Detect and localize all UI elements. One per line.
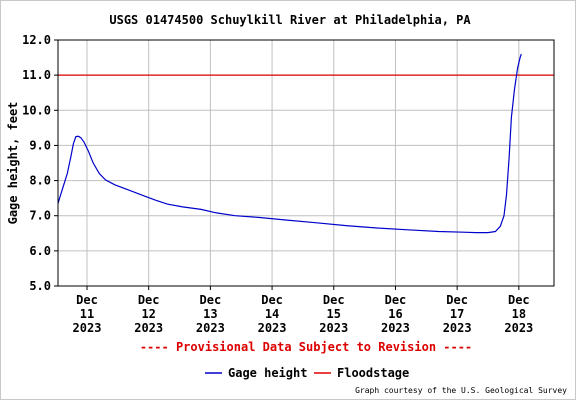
x-tick-label-0-1: 11 — [80, 307, 94, 321]
provisional-notice: ---- Provisional Data Subject to Revisio… — [140, 340, 472, 354]
x-tick-label-1-1: 12 — [141, 307, 155, 321]
x-tick-label-3-0: Dec — [261, 293, 283, 307]
y-axis-ticks: 5.0 6.0 7.0 8.0 9.0 10.0 11.0 12.0 — [22, 33, 58, 293]
x-tick-label-1-0: Dec — [138, 293, 160, 307]
x-tick-label-4-2: 2023 — [319, 321, 348, 335]
x-tick-label-3-1: 14 — [265, 307, 279, 321]
x-tick-label-4-0: Dec — [323, 293, 345, 307]
x-tick-label-5-1: 16 — [388, 307, 402, 321]
x-tick-label-7-2: 2023 — [504, 321, 533, 335]
grid-lines — [58, 39, 554, 287]
x-tick-label-1-2: 2023 — [134, 321, 163, 335]
x-tick-label-7-1: 18 — [512, 307, 526, 321]
x-tick-label-0-2: 2023 — [73, 321, 102, 335]
x-tick-label-0-0: Dec — [76, 293, 98, 307]
y-tick-label-6: 11.0 — [22, 68, 51, 82]
x-tick-label-2-2: 2023 — [196, 321, 225, 335]
legend-label-floodstage: Floodstage — [337, 366, 409, 380]
x-tick-label-2-1: 13 — [203, 307, 217, 321]
x-tick-label-6-2: 2023 — [443, 321, 472, 335]
y-tick-label-5: 10.0 — [22, 103, 51, 117]
legend: Gage height Floodstage — [205, 366, 409, 380]
series-group — [57, 53, 522, 234]
x-tick-label-6-1: 17 — [450, 307, 464, 321]
y-tick-label-1: 6.0 — [29, 244, 51, 258]
x-axis-ticks: Dec112023Dec122023Dec132023Dec142023Dec1… — [73, 286, 533, 335]
y-tick-label-2: 7.0 — [29, 209, 51, 223]
x-tick-label-6-0: Dec — [446, 293, 468, 307]
y-tick-label-4: 9.0 — [29, 138, 51, 152]
x-tick-label-2-0: Dec — [200, 293, 222, 307]
credit-text: Graph courtesy of the U.S. Geological Su… — [355, 386, 567, 395]
y-tick-label-0: 5.0 — [29, 279, 51, 293]
y-tick-label-3: 8.0 — [29, 174, 51, 188]
plot-area-border — [57, 39, 555, 287]
x-tick-label-5-0: Dec — [385, 293, 407, 307]
x-tick-label-4-1: 15 — [327, 307, 341, 321]
x-tick-label-3-2: 2023 — [258, 321, 287, 335]
x-tick-label-5-2: 2023 — [381, 321, 410, 335]
legend-label-gage-height: Gage height — [228, 366, 307, 380]
series-line-gage-height — [57, 53, 522, 234]
y-axis-label: Gage height, feet — [6, 102, 20, 225]
x-tick-label-7-0: Dec — [508, 293, 530, 307]
y-tick-label-7: 12.0 — [22, 33, 51, 47]
chart-title: USGS 01474500 Schuylkill River at Philad… — [109, 13, 471, 27]
